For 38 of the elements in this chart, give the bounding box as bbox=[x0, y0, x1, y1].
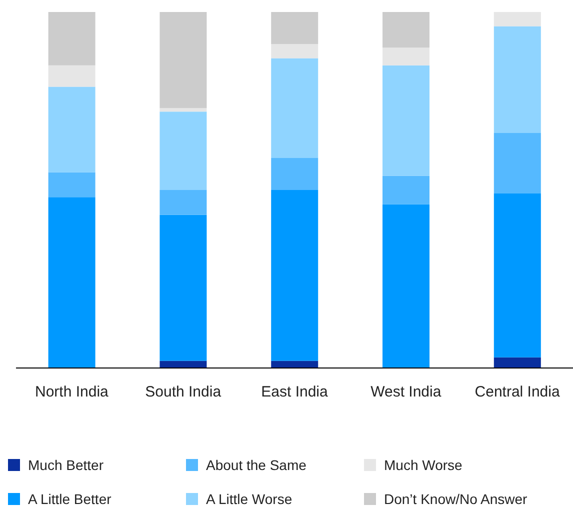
bar bbox=[382, 48, 430, 66]
bar bbox=[48, 197, 96, 368]
bar bbox=[382, 12, 430, 48]
bar bbox=[382, 176, 430, 204]
bar bbox=[494, 133, 541, 194]
bar bbox=[494, 12, 541, 26]
bar bbox=[160, 360, 207, 368]
bar bbox=[271, 58, 318, 158]
bar bbox=[382, 204, 430, 368]
legend-label: About the Same bbox=[206, 457, 306, 473]
bar bbox=[48, 65, 96, 87]
x-tick-label: North India bbox=[35, 384, 110, 401]
legend-label: Much Better bbox=[28, 457, 104, 473]
bar bbox=[160, 112, 207, 190]
x-tick-label: West India bbox=[370, 384, 442, 401]
legend-label: A Little Better bbox=[28, 491, 112, 507]
bar bbox=[160, 108, 207, 112]
bar bbox=[271, 190, 318, 361]
bar bbox=[48, 86, 96, 172]
bar bbox=[160, 190, 207, 215]
legend-label: Don’t Know/No Answer bbox=[384, 491, 528, 507]
bar bbox=[160, 214, 207, 361]
legend-label: Much Worse bbox=[384, 457, 462, 473]
x-tick-label: South India bbox=[145, 384, 222, 401]
bar bbox=[48, 12, 96, 66]
bar bbox=[494, 357, 541, 368]
bar bbox=[48, 172, 96, 198]
x-tick-label: East India bbox=[261, 384, 329, 401]
bar bbox=[160, 12, 207, 108]
bar bbox=[271, 360, 318, 368]
legend-label: A Little Worse bbox=[206, 491, 292, 507]
bar bbox=[271, 158, 318, 190]
bar bbox=[494, 26, 541, 134]
x-tick-label: Central India bbox=[474, 384, 560, 401]
bar bbox=[271, 44, 318, 58]
bar bbox=[494, 194, 541, 358]
bar bbox=[382, 65, 430, 176]
bar bbox=[271, 12, 318, 44]
